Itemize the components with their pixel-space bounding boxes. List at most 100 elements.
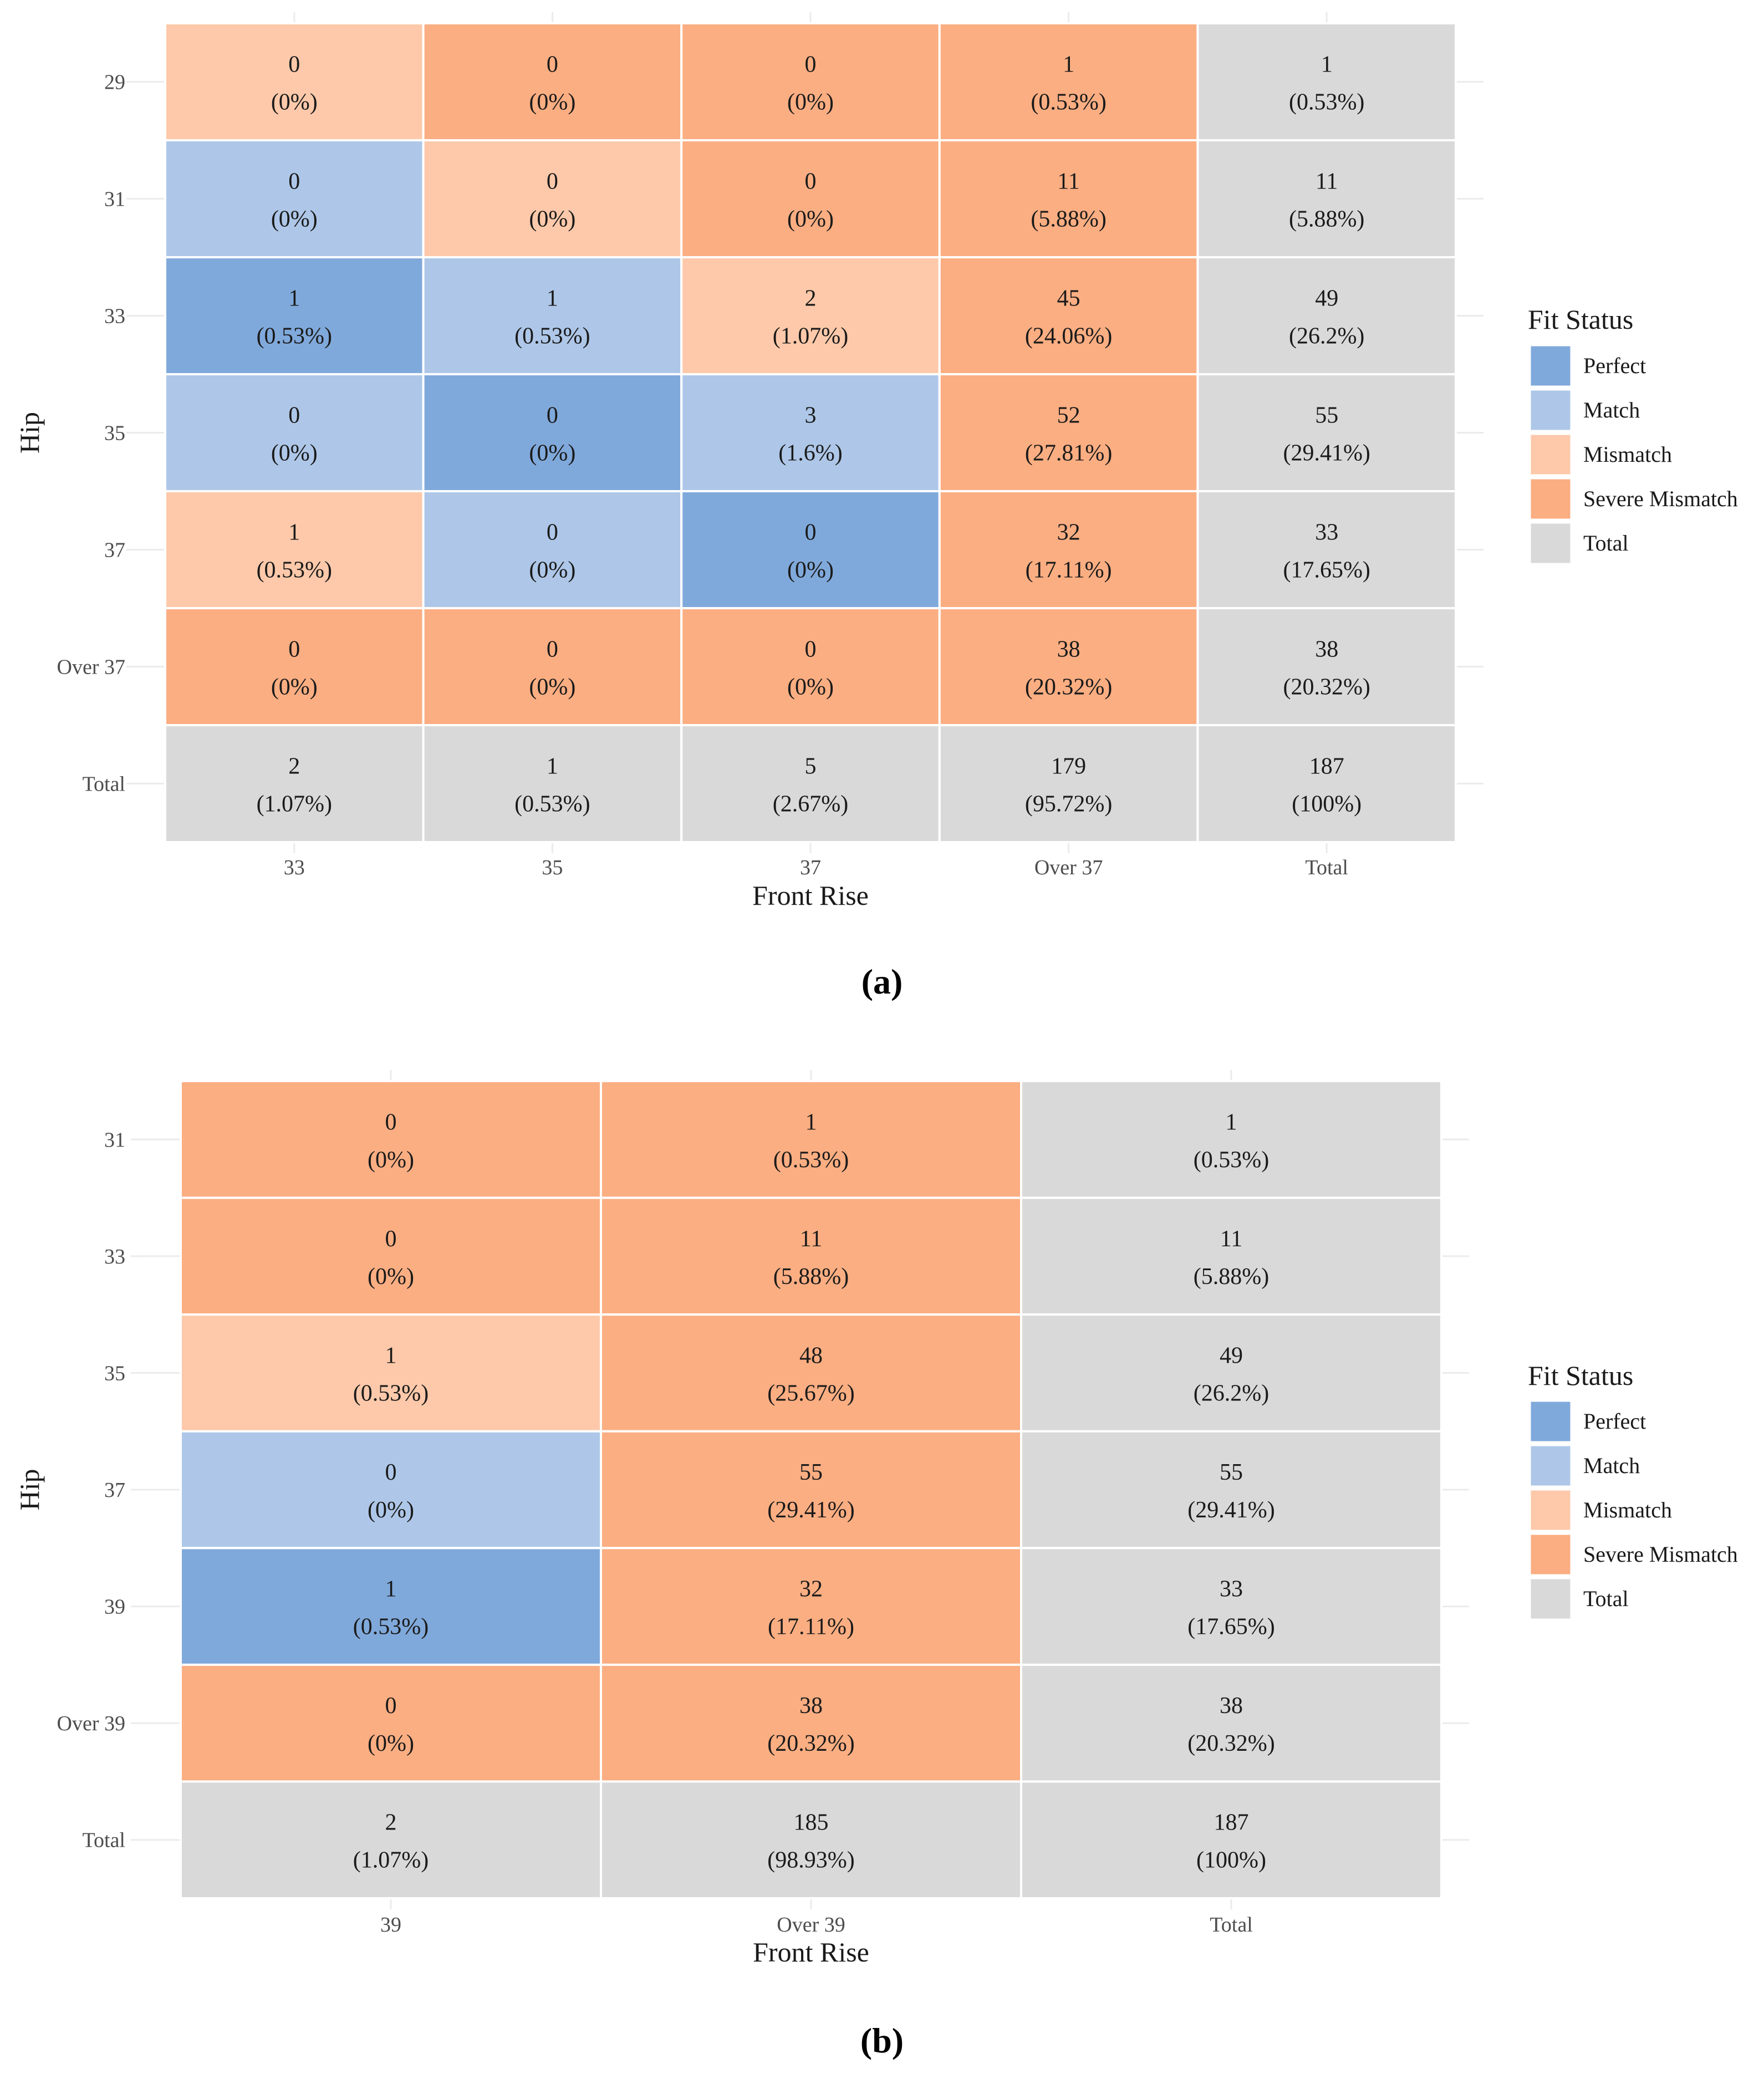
tile-percent-label: (0%) [368,1264,414,1290]
tile-percent-label: (1.07%) [773,324,848,349]
legend-swatch [1529,1577,1572,1621]
x-tick-label: 39 [380,1913,401,1937]
heatmap-tile [600,1430,1022,1550]
tile-count-label: 0 [805,52,817,78]
legend-swatch [1529,389,1572,432]
x-tick-label: Over 39 [777,1913,845,1937]
tile-count-label: 187 [1309,754,1344,779]
heatmap-tile [938,724,1199,843]
tile-count-label: 0 [385,1460,397,1485]
heatmap-tile [680,139,941,258]
tile-percent-label: (100%) [1196,1848,1266,1873]
heatmap-tile [164,724,425,843]
tile-count-label: 0 [547,520,558,546]
heatmap-tile [938,373,1199,492]
y-axis-title: Hip [14,412,45,453]
y-tick-label: 35 [104,422,125,445]
tile-percent-label: (17.65%) [1283,558,1370,583]
tile-count-label: 1 [385,1577,397,1602]
legend-item-label: Total [1583,1586,1629,1611]
tile-count-label: 0 [385,1226,397,1252]
heatmap-tile [1196,256,1457,375]
heatmap-tile [422,373,683,492]
heatmap-tile [164,373,425,492]
tile-percent-label: (20.32%) [1025,675,1112,700]
heatmap-tile [1196,22,1457,141]
panel-label: (a) [861,962,903,1001]
tile-count-label: 3 [805,403,817,429]
x-tick-label: Over 37 [1034,856,1103,879]
tile-count-label: 11 [1316,169,1338,195]
heatmap-tile [600,1080,1022,1199]
tile-percent-label: (17.11%) [768,1614,854,1640]
tile-count-label: 2 [385,1810,397,1836]
legend-item-label: Severe Mismatch [1583,1542,1738,1567]
tile-percent-label: (0%) [529,207,575,232]
tile-percent-label: (0%) [787,90,834,115]
tile-percent-label: (0%) [529,90,575,115]
tile-count-label: 49 [1220,1343,1243,1368]
heatmap-tile [422,607,683,726]
tile-percent-label: (95.72%) [1025,792,1112,817]
tile-percent-label: (98.93%) [767,1848,854,1873]
tile-count-label: 52 [1057,403,1080,429]
tile-percent-label: (0%) [368,1497,414,1523]
legend-item-label: Mismatch [1583,442,1672,467]
tile-count-label: 0 [805,637,817,663]
heatmap-tile [938,139,1199,258]
y-tick-label: 37 [104,1479,125,1502]
tile-percent-label: (1.07%) [353,1848,429,1873]
tile-percent-label: (0%) [529,558,575,583]
heatmap-tile [600,1547,1022,1666]
tile-count-label: 33 [1220,1577,1243,1602]
tile-count-label: 48 [799,1343,823,1368]
tile-count-label: 0 [288,52,300,78]
heatmap-tile [422,139,683,258]
tile-percent-label: (0%) [271,441,318,466]
heatmap-tile [1020,1196,1442,1316]
tile-percent-label: (5.88%) [773,1264,849,1290]
legend-item-label: Severe Mismatch [1583,486,1738,511]
legend-title: Fit Status [1528,304,1633,335]
tile-count-label: 0 [385,1109,397,1135]
tile-count-label: 0 [288,637,300,663]
tile-count-label: 0 [805,169,817,195]
heatmap-tile [938,607,1199,726]
heatmap-tile [600,1780,1022,1899]
heatmap-tile [680,22,941,141]
tile-percent-label: (0.53%) [1194,1147,1269,1173]
y-tick-label: Over 37 [57,656,125,679]
y-tick-label: Total [82,1829,125,1852]
legend-item-label: Mismatch [1583,1497,1672,1522]
tile-percent-label: (20.32%) [767,1731,854,1756]
tile-percent-label: (100%) [1292,792,1362,817]
tile-percent-label: (5.88%) [1194,1264,1269,1290]
panel-label: (b) [860,2021,904,2060]
x-axis-title: Front Rise [753,1937,869,1968]
tile-count-label: 0 [547,403,558,429]
x-tick-label: 33 [284,856,305,879]
tile-count-label: 1 [288,286,300,312]
heatmap-tile [600,1196,1022,1316]
x-tick-label: Total [1305,856,1348,879]
x-tick-label: 37 [800,856,821,879]
heatmap-tile [600,1313,1022,1433]
tile-percent-label: (0.53%) [773,1147,849,1173]
heatmap-panel-a: 0 (0%) 0 (0%) 0 (0%) 1 (0.53%) 1 (0.53%) 0 (0%) 0 (0%… [14,12,1738,1001]
y-tick-label: 31 [104,188,125,211]
y-tick-label: 33 [104,305,125,328]
tile-percent-label: (0.53%) [1289,90,1364,115]
tile-percent-label: (5.88%) [1031,207,1106,232]
tile-count-label: 55 [799,1460,823,1485]
tile-count-label: 49 [1315,286,1338,312]
tile-count-label: 0 [547,169,558,195]
heatmap-tile [180,1080,602,1199]
heatmap-tile [1020,1430,1442,1550]
heatmap-tile [422,490,683,609]
tile-count-label: 2 [805,286,817,312]
tile-count-label: 1 [385,1343,397,1368]
heatmap-tile [180,1780,602,1899]
legend-swatch [1529,1444,1572,1487]
heatmap-tile [938,22,1199,141]
tile-percent-label: (25.67%) [767,1380,854,1406]
